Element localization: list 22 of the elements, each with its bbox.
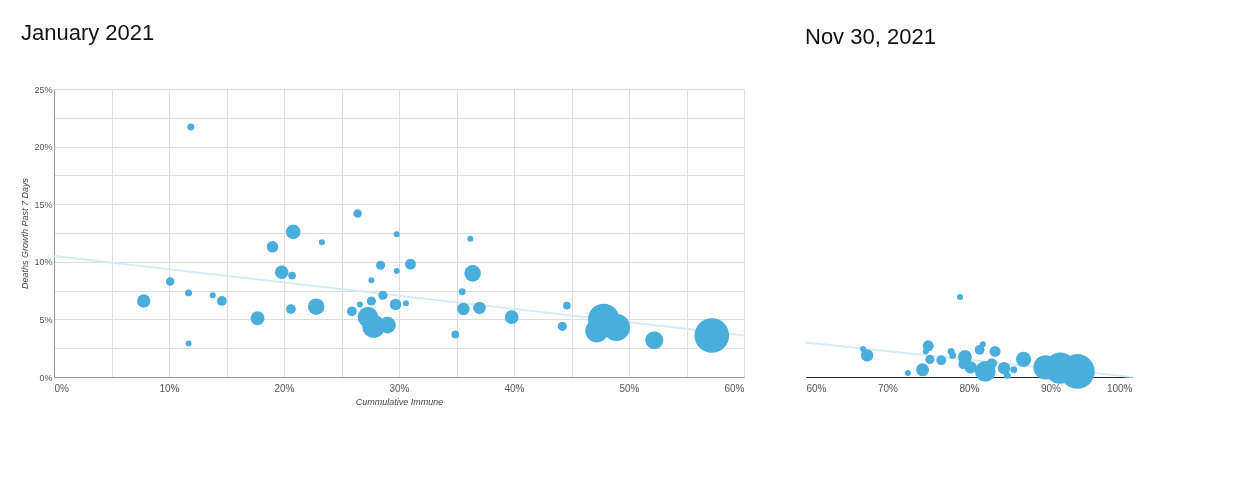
x-tick-label: 60% — [724, 382, 745, 394]
x-tick-label: 70% — [877, 382, 899, 394]
y-tick-label: 20% — [34, 142, 53, 153]
x-tick-label: 80% — [959, 382, 980, 394]
x-tick-label: 100% — [1106, 382, 1133, 394]
y-axis-title: Deaths Growth Past 7 Days — [20, 177, 31, 290]
x-tick-label: 20% — [274, 382, 295, 394]
x-tick-label: 0% — [54, 382, 70, 394]
y-tick-label: 5% — [39, 314, 53, 325]
x-tick-label: 50% — [619, 382, 640, 394]
y-tick-label: 10% — [34, 257, 53, 268]
chart-title: January 2021 — [20, 20, 155, 45]
x-tick-label: 40% — [504, 382, 525, 394]
x-tick-label: 60% — [806, 382, 827, 394]
x-axis-title: Cummulative Immune — [355, 396, 444, 407]
x-tick-label: 30% — [389, 382, 410, 394]
x-tick-label: 10% — [159, 382, 180, 394]
chart-title: Nov 30, 2021 — [805, 24, 936, 49]
x-tick-label: 90% — [1040, 382, 1062, 394]
y-tick-label: 0% — [39, 372, 53, 383]
y-tick-label: 25% — [34, 84, 53, 95]
y-tick-label: 15% — [34, 199, 53, 210]
